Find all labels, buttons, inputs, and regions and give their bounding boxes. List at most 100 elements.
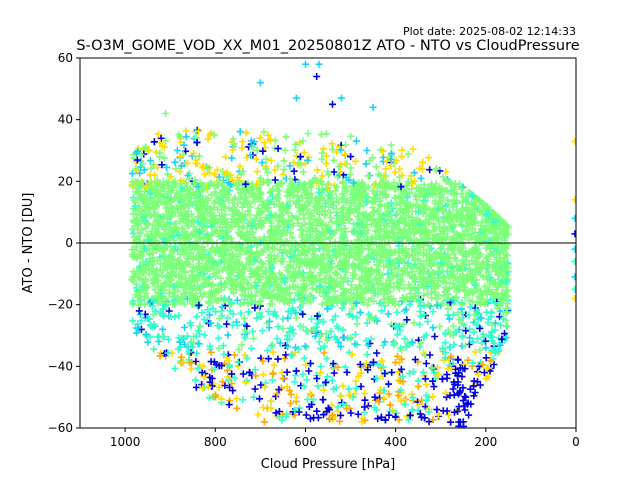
scatter-point [379,271,386,279]
scatter-point [256,298,264,306]
scatter-point [444,227,452,235]
scatter-point [458,373,466,381]
scatter-point [206,273,214,281]
scatter-point [497,321,505,329]
scatter-point [265,257,273,265]
scatter-point [215,198,223,206]
scatter-point [176,167,184,175]
scatter-point [456,180,463,188]
scatter-point [471,220,479,227]
scatter-point [236,195,244,203]
scatter-point [192,159,200,167]
scatter-point [176,257,183,265]
scatter-point [181,324,188,331]
scatter-point [154,163,161,171]
scatter-point [352,377,360,385]
scatter-point [245,308,253,316]
scatter-point [299,310,307,318]
scatter-point [429,308,437,316]
scatter-point [156,352,164,360]
scatter-point [345,385,353,393]
scatter-point [240,314,248,322]
scatter-point [154,333,162,341]
scatter-point [183,332,191,340]
scatter-point [488,321,496,329]
scatter-point [149,199,156,207]
scatter-point [339,382,347,390]
scatter-point [190,149,197,157]
scatter-point [204,135,212,143]
scatter-point [354,410,362,418]
scatter-point [231,374,239,382]
scatter-point [338,399,346,407]
scatter-point [213,262,221,270]
scatter-point [204,298,212,306]
scatter-point [314,414,322,422]
scatter-point [226,307,234,315]
scatter-point [493,304,501,312]
scatter-point [396,165,404,173]
scatter-point [495,225,503,233]
scatter-point [210,266,218,273]
scatter-point [419,368,427,376]
scatter-point [483,234,491,242]
scatter-point [356,282,364,290]
scatter-point [434,411,442,419]
scatter-point [387,162,395,170]
scatter-point [209,212,217,219]
scatter-point [338,304,346,312]
scatter-point [405,416,413,424]
scatter-point [310,216,318,223]
scatter-point [479,330,487,338]
scatter-point [493,290,501,298]
scatter-point [329,360,337,368]
scatter-point [323,373,331,381]
scatter-point [471,389,479,397]
scatter-point [431,333,439,340]
scatter-point [357,383,365,390]
scatter-point [475,292,483,300]
scatter-point [150,138,158,146]
scatter-point [260,418,268,426]
scatter-point [227,271,235,279]
scatter-point [235,346,243,354]
scatter-point [286,175,294,183]
scatter-point [300,382,308,390]
scatter-point [343,368,351,376]
scatter-point [318,232,326,240]
scatter-point [142,224,150,232]
scatter-point [239,396,247,404]
scatter-point [478,339,486,347]
scatter-point [224,172,232,180]
scatter-point [396,182,404,190]
scatter-point [379,342,387,349]
scatter-point [276,211,284,219]
scatter-point [327,263,335,271]
scatter-point [136,229,144,237]
scatter-point [215,344,223,352]
scatter-point [408,185,416,193]
scatter-point [291,372,299,380]
scatter-point [320,349,328,357]
scatter-point [398,153,405,161]
scatter-point [137,150,145,158]
scatter-point [138,226,146,234]
scatter-point [407,172,415,180]
scatter-point [154,130,162,138]
scatter-point [279,315,287,323]
scatter-point [251,304,259,312]
scatter-point [204,165,212,173]
scatter-point [269,376,276,384]
scatter-point [279,201,287,209]
scatter-point [221,283,229,291]
scatter-point [260,128,268,136]
scatter-point [432,166,440,174]
scatter-point [286,387,294,395]
scatter-point [324,168,331,176]
scatter-point [136,310,144,318]
scatter-point [160,154,168,162]
scatter-point [280,157,288,165]
scatter-point [320,386,328,394]
scatter-point [228,380,236,388]
scatter-point [361,396,369,404]
